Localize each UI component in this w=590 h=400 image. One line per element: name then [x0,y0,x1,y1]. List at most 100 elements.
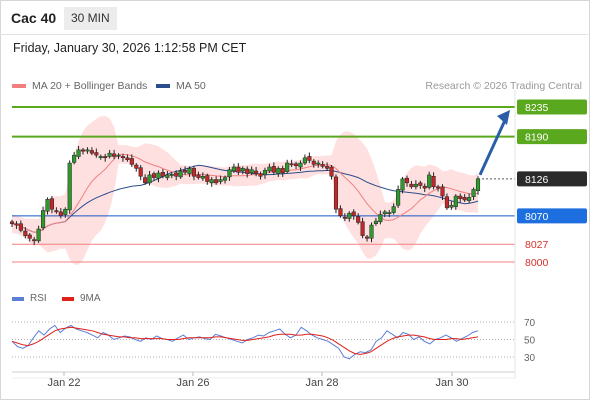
candle-body [400,178,405,191]
candle-body [458,195,463,199]
rsi-ma9-line [11,326,479,355]
candle-body [49,198,54,210]
price-level-tag-8070 [517,208,587,224]
rsi-level-label: 70 [524,318,536,329]
candle-body [120,156,126,159]
candle-body [147,174,152,184]
candle-body [125,157,130,161]
legend-label-ma50: MA 50 [176,80,206,92]
candle-body [475,178,481,192]
candle-body [285,162,290,172]
candle-body [205,175,210,182]
x-tick-label: Jan 28 [305,377,338,389]
candle-body [236,166,241,173]
candle-body [191,168,197,177]
candle-body [231,166,236,172]
candle-body [227,169,232,178]
candle-body [76,149,81,157]
candle-body [267,166,272,172]
candle-body [396,189,401,206]
candle-body [329,166,334,177]
candle-body [156,172,161,179]
legend-rsi: RSI [12,293,47,304]
candle-body [360,221,365,236]
candle-body [218,179,223,182]
candle-body [174,172,179,177]
forecast-arrow-head [497,110,510,125]
candle-body [440,186,445,197]
legend-rsi-ma9: 9MA [62,293,101,304]
x-tick-label: Jan 30 [435,377,468,389]
candle-body [112,153,117,157]
candle-body [333,176,339,210]
candle-body [356,216,361,223]
candle-body [378,214,383,223]
rsi-level-label: 30 [524,353,536,364]
candle-body [214,179,219,184]
price-level-tag-8235 [517,99,587,115]
candle-body [138,167,143,177]
candle-body [27,234,32,239]
candle-body [302,157,307,164]
price-level-tag-8190 [517,129,587,145]
candle-body [422,185,427,189]
candle-body [453,195,458,207]
candle-body [382,211,387,215]
candle-body [271,166,276,173]
candle-body [427,174,432,188]
credit-text: Research © 2026 Trading Central [425,80,582,92]
timeframe-badge[interactable]: 30 MIN [64,7,117,30]
candle-body [80,149,86,152]
candle-body [311,160,316,165]
rsi-level-label: 50 [524,336,536,347]
legend-swatch-ma50 [156,84,170,88]
candle-body [449,205,454,208]
candle-body [351,211,356,217]
candle-body [98,156,103,158]
candle-body [369,224,374,239]
candle-body [196,174,201,178]
candle-body [373,220,378,224]
candle-body [293,163,299,166]
price-level-label-8000: 8000 [525,257,549,269]
candle-body [325,166,330,169]
candle-body [165,174,170,178]
candle-body [178,170,183,178]
instrument-title: Cac 40 [11,10,57,26]
candle-body [342,216,347,219]
candle-body [249,169,254,174]
candle-body [431,176,436,188]
candle-body [387,212,392,214]
candle-body [41,210,46,228]
candle-body [36,228,41,242]
candle-body [409,183,414,188]
rsi-line [11,324,479,360]
candle-body [200,176,205,179]
legend-ma20-bollinger: MA 20 + Bollinger Bands [12,80,147,92]
price-level-label-8235: 8235 [525,102,549,114]
candle-body [160,172,165,177]
candle-body [134,164,139,169]
candle-body [129,158,134,165]
candle-body [462,197,467,201]
candle-body [436,186,441,189]
price-level-label-8027: 8027 [525,239,549,251]
x-tick-label: Jan 26 [176,377,209,389]
candle-body [471,189,476,197]
candle-body [444,196,449,209]
candle-body [45,199,50,212]
candle-body [67,162,72,211]
candle-body [338,208,343,217]
ma20-line [11,153,479,233]
candle-body [103,156,108,159]
candle-body [404,177,410,184]
candle-body [107,152,112,157]
candle-body [316,162,321,165]
candle-body [187,168,192,174]
price-level-label-8126: 8126 [525,174,549,186]
forecast-arrow [478,117,508,176]
candle-body [14,223,19,226]
legend-label-ma9: 9MA [80,293,101,304]
legend-swatch-ma20 [12,84,26,88]
